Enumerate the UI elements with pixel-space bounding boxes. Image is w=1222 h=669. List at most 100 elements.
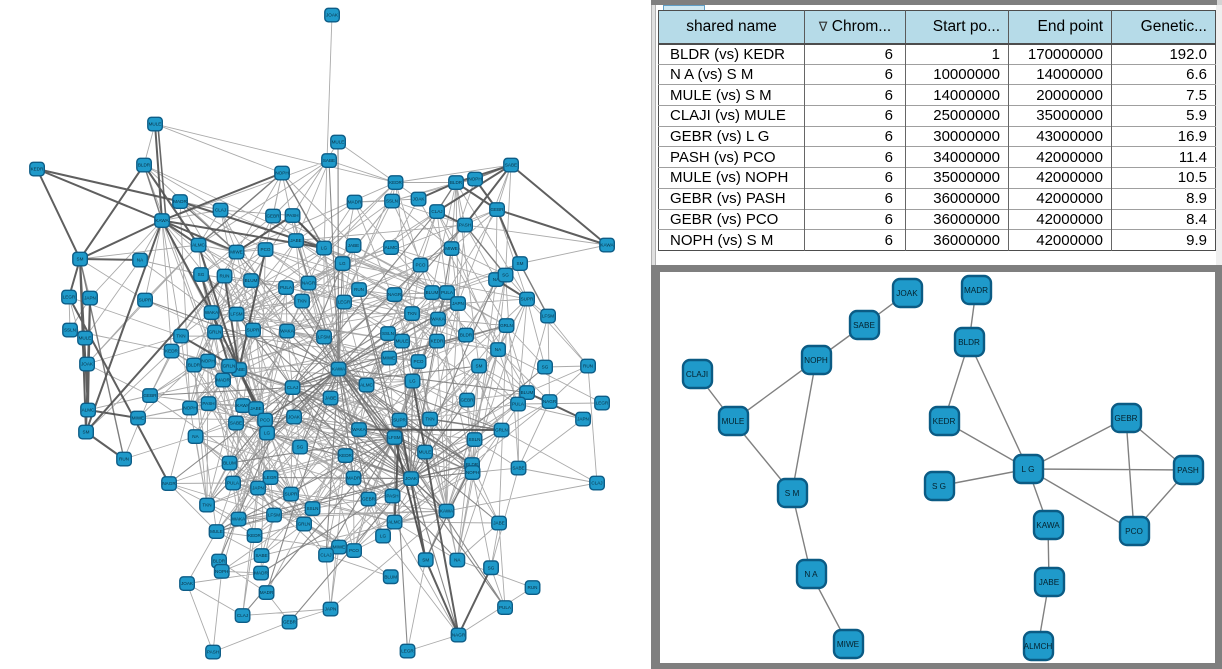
svg-text:SABE: SABE (512, 466, 524, 471)
svg-text:PASH: PASH (386, 494, 398, 499)
svg-text:BLDR: BLDR (460, 333, 473, 338)
svg-text:SSLN: SSLN (386, 199, 398, 204)
svg-text:NOPH: NOPH (215, 569, 228, 574)
svg-text:BLUM: BLUM (245, 278, 258, 283)
svg-text:NAGR: NAGR (302, 281, 316, 286)
svg-text:GRLN: GRLN (495, 428, 508, 433)
svg-text:RUN: RUN (119, 457, 129, 462)
svg-text:KEDR: KEDR (165, 349, 178, 354)
svg-text:MADR: MADR (348, 200, 362, 205)
svg-text:MIWE: MIWE (383, 356, 396, 361)
svg-text:WAKA: WAKA (205, 310, 219, 315)
svg-text:BLDR: BLDR (958, 338, 980, 347)
svg-text:BLDR: BLDR (188, 363, 201, 368)
svg-text:SG: SG (542, 365, 549, 370)
svg-text:ALMC: ALMC (388, 520, 401, 525)
svg-text:SG: SG (198, 272, 205, 277)
svg-text:MULE: MULE (396, 339, 409, 344)
svg-text:PASH: PASH (207, 650, 219, 655)
svg-text:JAPN: JAPN (84, 296, 96, 301)
svg-text:LEGR: LEGR (596, 401, 609, 406)
svg-text:SM: SM (77, 257, 84, 262)
svg-text:NA: NA (495, 347, 502, 352)
svg-text:MIWE: MIWE (445, 246, 458, 251)
svg-text:RUN: RUN (354, 287, 364, 292)
svg-text:JABE: JABE (325, 396, 337, 401)
svg-text:MULE: MULE (149, 122, 162, 127)
svg-text:CLAJI: CLAJI (686, 370, 708, 379)
svg-text:SSLN: SSLN (382, 331, 394, 336)
svg-text:PULA: PULA (512, 402, 525, 407)
svg-text:MULE: MULE (419, 450, 432, 455)
svg-text:MADR: MADR (216, 378, 230, 383)
svg-text:SUPR: SUPR (521, 297, 534, 302)
svg-text:MADR: MADR (254, 571, 268, 576)
svg-text:S M: S M (785, 489, 800, 498)
svg-text:CLAJ: CLAJ (237, 613, 248, 618)
svg-text:KEDR: KEDR (339, 453, 352, 458)
svg-text:NA: NA (454, 558, 461, 563)
svg-text:JABE: JABE (250, 406, 262, 411)
svg-text:JOAK: JOAK (81, 362, 94, 367)
svg-text:GRLN: GRLN (223, 364, 236, 369)
svg-text:LG: LG (321, 246, 328, 251)
svg-text:SG: SG (297, 445, 304, 450)
svg-text:PCO: PCO (416, 263, 426, 268)
svg-text:LFSM: LFSM (388, 435, 400, 440)
svg-text:MADR: MADR (964, 286, 988, 295)
svg-text:L G: L G (1022, 465, 1035, 474)
svg-text:KAWA: KAWA (236, 403, 250, 408)
svg-text:PULA: PULA (280, 285, 293, 290)
svg-text:LG: LG (339, 261, 346, 266)
svg-text:MULE: MULE (722, 417, 745, 426)
svg-text:LEGR: LEGR (264, 475, 277, 480)
svg-text:WAKA: WAKA (232, 517, 246, 522)
svg-text:JOAK: JOAK (405, 476, 418, 481)
svg-text:JAPN: JAPN (577, 417, 589, 422)
svg-text:SABE: SABE (255, 553, 267, 558)
svg-text:TKN: TKN (407, 311, 416, 316)
svg-text:S G: S G (932, 482, 946, 491)
svg-text:KEDR: KEDR (389, 180, 402, 185)
svg-text:NOPH: NOPH (275, 171, 288, 176)
svg-text:GEBR: GEBR (143, 393, 157, 398)
svg-text:JAPN: JAPN (452, 301, 464, 306)
svg-text:N A: N A (804, 570, 818, 579)
svg-text:JOAK: JOAK (288, 415, 301, 420)
svg-text:NOPH: NOPH (468, 177, 481, 182)
svg-text:SSLN: SSLN (306, 506, 318, 511)
svg-text:NA: NA (137, 258, 144, 263)
svg-text:CLAJ: CLAJ (591, 481, 602, 486)
svg-text:ALMCH: ALMCH (1024, 642, 1053, 651)
svg-text:PULA: PULA (499, 605, 512, 610)
svg-text:NA: NA (493, 277, 500, 282)
svg-text:SM: SM (83, 430, 90, 435)
svg-text:TKN: TKN (297, 299, 306, 304)
svg-text:GEBR: GEBR (490, 207, 504, 212)
svg-text:NOPH: NOPH (201, 359, 214, 364)
svg-text:MULE: MULE (79, 336, 92, 341)
svg-text:PASH: PASH (202, 401, 214, 406)
svg-text:GRLN: GRLN (298, 522, 311, 527)
svg-text:MIWE: MIWE (230, 250, 243, 255)
svg-text:BLUM: BLUM (426, 290, 439, 295)
svg-text:JABE: JABE (348, 243, 360, 248)
svg-text:PCO: PCO (349, 548, 359, 553)
svg-text:GEBR: GEBR (1114, 414, 1137, 423)
svg-text:GRLN: GRLN (500, 323, 513, 328)
svg-text:CLAJ: CLAJ (215, 208, 226, 213)
svg-text:SABE: SABE (230, 421, 242, 426)
svg-text:JOAK: JOAK (326, 13, 339, 18)
svg-text:RUN: RUN (583, 364, 593, 369)
svg-text:SUPR: SUPR (393, 418, 406, 423)
svg-text:JAPN: JAPN (325, 607, 337, 612)
svg-text:LEGR: LEGR (401, 649, 414, 654)
svg-text:KEDR: KEDR (431, 339, 444, 344)
svg-text:LEGR: LEGR (338, 300, 351, 305)
svg-text:SG: SG (488, 565, 495, 570)
svg-text:CLAJ: CLAJ (431, 209, 442, 214)
svg-text:KEDR: KEDR (933, 417, 956, 426)
svg-text:ALMC: ALMC (385, 245, 398, 250)
svg-text:NA: NA (192, 434, 199, 439)
svg-text:GEBR: GEBR (460, 398, 474, 403)
